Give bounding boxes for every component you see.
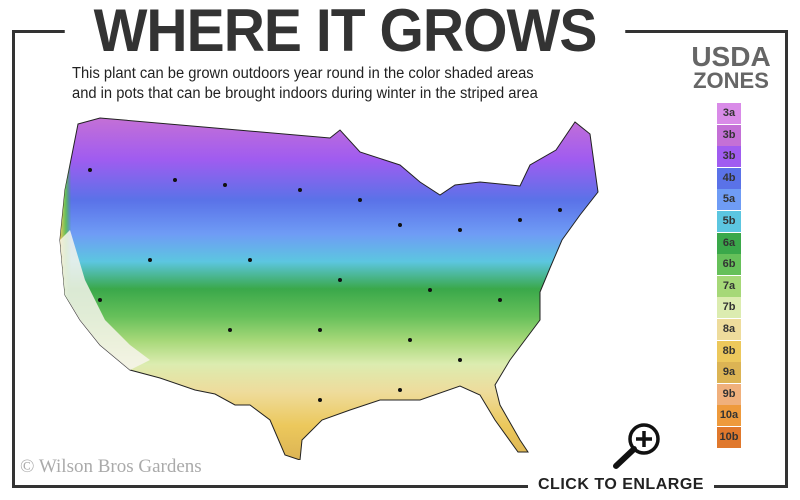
legend-zone-6a: 6a [717, 232, 741, 254]
legend-zone-5b: 5b [717, 210, 741, 232]
legend-zone-10a: 10a [717, 405, 741, 427]
legend-zone-9a: 9a [717, 362, 741, 384]
legend-zone-3b: 3b [717, 146, 741, 168]
click-to-enlarge-button[interactable]: CLICK TO ENLARGE [528, 476, 714, 494]
legend-zone-7b: 7b [717, 297, 741, 319]
legend-title: USDA ZONES [676, 41, 786, 93]
legend-zone-4b: 4b [717, 167, 741, 189]
legend-title-usda: USDA [691, 41, 771, 72]
us-outline [59, 117, 599, 460]
subtitle: This plant can be grown outdoors year ro… [72, 64, 604, 104]
southwest-warm-zone [60, 230, 150, 370]
subtitle-line-2: and in pots that can be brought indoors … [72, 85, 538, 102]
copyright-watermark: © Wilson Bros Gardens [20, 456, 202, 477]
legend-zone-9b: 9b [717, 383, 741, 405]
city-dots [88, 168, 562, 402]
legend-title-zones: ZONES [693, 68, 769, 93]
legend-zone-8b: 8b [717, 340, 741, 362]
legend-zone-8a: 8a [717, 318, 741, 340]
legend-zone-10b: 10b [717, 426, 741, 448]
legend-zone-6b: 6b [717, 254, 741, 276]
page-title: WHERE IT GROWS [64, 0, 626, 62]
zone-legend: 3a 3b 3b 4b 5a 5b 6a 6b 7a 7b 8a 8b 9a 9b 10a 10b [717, 103, 741, 449]
subtitle-line-1: This plant can be grown outdoors year ro… [72, 65, 534, 82]
legend-zone-7a: 7a [717, 275, 741, 297]
legend-zone-3a: 3a [717, 103, 741, 124]
usda-zone-map[interactable] [55, 105, 615, 460]
legend-zone-3b: 3b [717, 124, 741, 146]
magnifier-plus-icon[interactable] [608, 420, 664, 470]
legend-zone-5a: 5a [717, 189, 741, 211]
